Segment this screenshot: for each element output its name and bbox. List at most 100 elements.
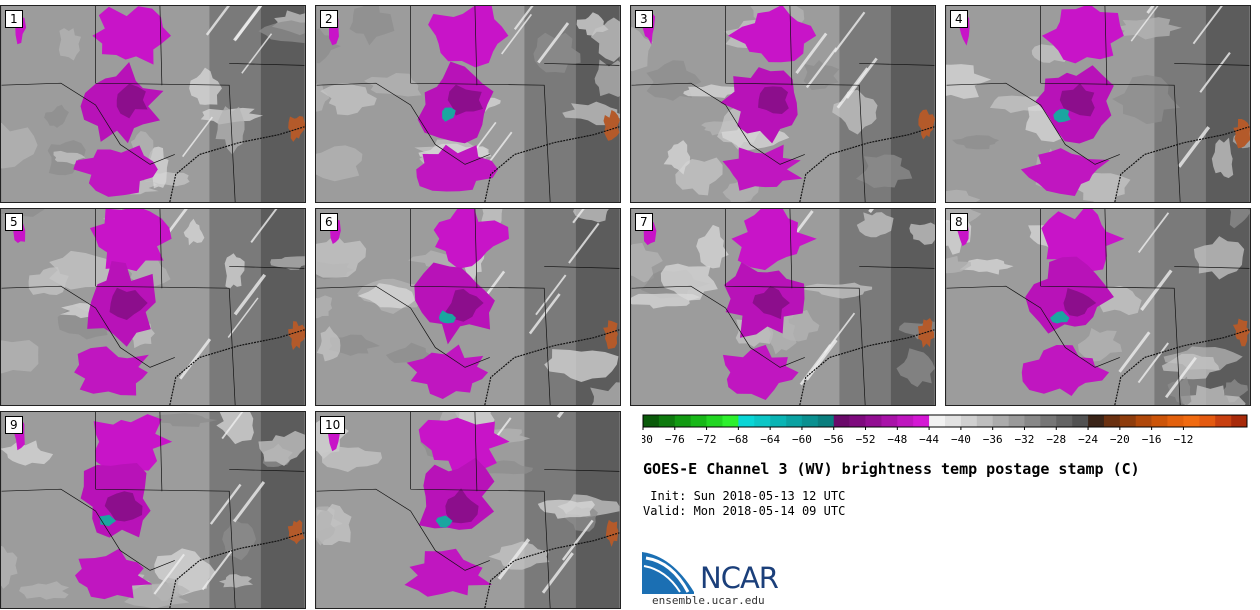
colorbar-tick-label: −48 [887,433,907,446]
colorbar-swatch [817,415,835,427]
moisture-streak [1199,52,1231,93]
warm-brightness-area [1232,318,1250,347]
cloud-texture [856,212,894,238]
state-border [631,82,805,165]
cloud-texture [896,348,935,388]
moisture-streak [1140,269,1173,312]
cloud-texture [663,140,691,175]
dry-air-region [1205,209,1250,405]
cloud-texture [316,326,341,362]
state-border [316,488,490,571]
cloud-texture [224,253,245,289]
cold-cloud-core [445,488,479,524]
cold-cloud-core [758,86,789,114]
moisture-streak [541,552,574,594]
cold-cloud-core [752,285,790,320]
state-border [95,412,236,608]
map-panel-1: 1 [0,5,306,203]
colorbar-tick-label: −44 [919,433,939,446]
map-panel-10: 10 [315,411,621,609]
cloud-texture [316,234,367,278]
moisture-streak [568,222,600,264]
cloud-texture [1112,74,1181,125]
map-graphic-2 [316,6,620,202]
cloud-texture [1,122,38,169]
state-border [631,285,805,368]
colorbar-swatch [738,415,755,427]
map-graphic-9 [1,412,305,608]
cloud-texture [803,282,873,299]
cloud-texture [660,263,718,301]
cold-cloud-top [433,209,509,269]
cloud-texture [316,83,330,112]
moisture-streak [845,57,878,99]
colorbar-tick-label: −68 [728,433,748,446]
state-border [725,209,866,405]
cold-cloud-top [74,548,153,600]
cloud-texture [696,224,729,269]
colorbar-swatch [881,415,898,427]
colorbar-swatch [801,415,819,427]
panel-number-10: 10 [320,416,346,434]
cloud-texture [316,28,341,64]
cloud-texture [215,106,245,155]
state-border [1104,209,1250,289]
map-graphic-1 [1,6,305,202]
cloud-texture [321,446,383,472]
cold-cloud-top [1021,345,1110,396]
colorbar-swatch [1024,415,1041,427]
colorbar-swatch [1056,415,1073,427]
cold-cloud-top [722,144,803,191]
cloud-texture [1193,236,1245,280]
moisture-streak [241,33,273,74]
cloud-texture [189,67,222,105]
colorbar-swatch [1103,415,1121,427]
state-border [159,209,305,289]
coldest-cloud-top [435,515,453,528]
panel-number-3: 3 [635,10,653,28]
cold-cloud-top [406,344,489,400]
warm-brightness-area [603,110,620,141]
cold-cloud-top [1041,209,1125,272]
cloud-texture [320,83,377,116]
colorbar-swatch [1135,415,1152,427]
moisture-streak [250,209,278,243]
panel-number-1: 1 [5,10,23,28]
state-border [410,209,551,405]
cloud-texture [385,342,431,365]
map-graphic-10 [316,412,620,608]
cloud-texture [44,104,69,128]
map-graphic-3 [631,6,935,202]
cloud-texture [952,135,1000,150]
panel-number-6: 6 [320,213,338,231]
cloud-texture [631,26,654,72]
figure-title: GOES-E Channel 3 (WV) brightness temp po… [643,460,1140,478]
colorbar-swatch [786,415,803,427]
warm-brightness-area [603,320,618,349]
colorbar-swatch [913,415,930,427]
cloud-texture [946,189,981,202]
colorbar-swatch [1183,415,1200,427]
moisture-streak [205,6,230,36]
moisture-streak [1118,331,1151,373]
cold-cloud-top [73,145,158,197]
logo-wordmark: NCAR [700,561,779,595]
coldest-cloud-top [1049,311,1070,324]
colorbar-tick-label: −72 [697,433,717,446]
cold-cloud-top [1041,6,1124,64]
warm-brightness-area [918,109,935,140]
cloud-texture [316,295,333,319]
cloud-texture [946,255,972,274]
cloud-texture [357,283,415,309]
colorbar-tick-label: −76 [665,433,685,446]
init-time: Init: Sun 2018-05-13 12 UTC [643,489,846,503]
warm-brightness-area [605,519,619,547]
state-border [410,412,551,608]
colorbar-swatch [945,415,962,427]
warm-brightness-area [288,321,305,351]
map-graphic-5 [1,209,305,405]
cold-cloud-top [727,6,817,63]
cold-cloud-top [93,414,173,476]
cloud-texture [590,17,620,62]
moisture-streak [833,11,866,53]
